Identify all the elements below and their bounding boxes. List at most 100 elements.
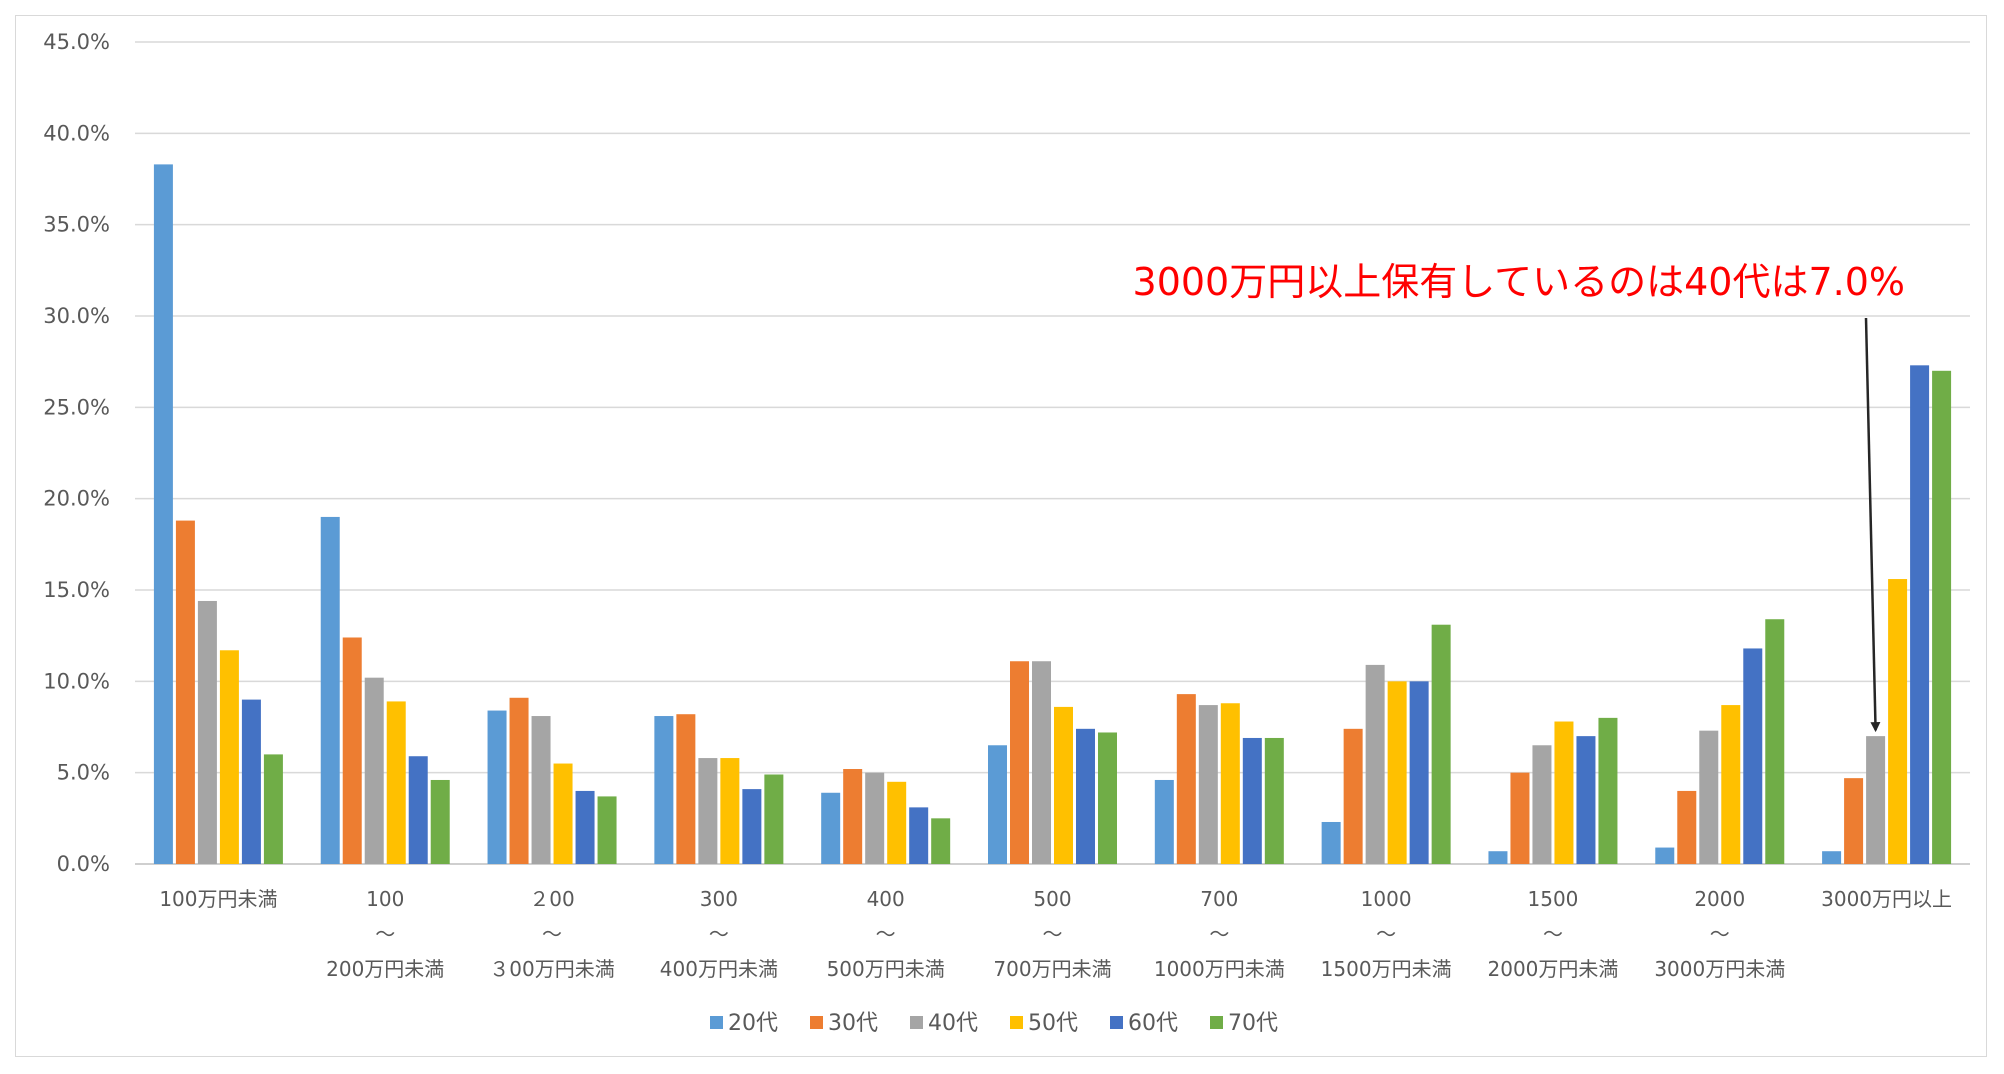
annotation: 3000万円以上保有しているのは40代は7.0% — [1133, 260, 1905, 733]
bar — [1242, 737, 1262, 864]
x-axis-category-labels: 100万円未満 100 ～ 200万円未満 ２00 ～ ３00万円未満 300 ～ 400万円未満… — [159, 887, 1952, 981]
bar — [408, 756, 428, 864]
x-category-label: 2000 — [1694, 887, 1745, 911]
bar — [887, 781, 907, 864]
bar — [553, 763, 573, 864]
y-tick-label: 20.0% — [43, 487, 110, 511]
legend-swatch — [710, 1016, 723, 1029]
x-category-label: 400 — [867, 887, 905, 911]
x-category-label: ～ — [1376, 922, 1396, 946]
x-category-label: 3000万円以上 — [1821, 887, 1952, 911]
gridlines — [135, 41, 1970, 865]
bar — [1554, 721, 1574, 864]
bar — [487, 710, 507, 864]
x-category-label: ～ — [542, 922, 562, 946]
x-category-label: ～ — [1543, 922, 1563, 946]
y-tick-label: 25.0% — [43, 395, 110, 419]
bar — [509, 697, 529, 864]
bar — [843, 769, 863, 864]
bar — [241, 699, 261, 864]
bar — [575, 790, 595, 864]
bars — [153, 164, 1952, 865]
bar — [1321, 821, 1341, 864]
bar — [364, 677, 384, 864]
bar — [676, 714, 696, 864]
x-category-label: 300 — [700, 887, 738, 911]
x-category-label: 500万円未満 — [827, 957, 945, 981]
bar — [1365, 664, 1385, 864]
x-category-label: ～ — [1710, 922, 1730, 946]
y-axis-tick-labels: 0.0% 5.0% 10.0% 15.0% 20.0% 25.0% 30.0% 35.0% 40… — [43, 30, 110, 876]
x-category-label: 1000万円未満 — [1154, 957, 1285, 981]
bar — [1532, 745, 1552, 864]
annotation-text: 3000万円以上保有しているのは40代は7.0% — [1133, 260, 1905, 304]
bar — [1932, 370, 1952, 864]
bar — [764, 774, 784, 864]
bar — [1010, 661, 1029, 864]
legend-swatch — [910, 1016, 923, 1029]
bar — [386, 701, 406, 864]
bar — [742, 789, 762, 864]
bar — [1154, 779, 1174, 864]
x-category-label: 700 — [1200, 887, 1238, 911]
legend-label: 70代 — [1228, 1011, 1278, 1036]
bar — [1765, 619, 1785, 864]
bar — [1387, 681, 1407, 864]
bar — [1576, 736, 1596, 864]
bar — [1032, 661, 1051, 864]
legend-label: 20代 — [728, 1011, 778, 1036]
bar — [1822, 851, 1842, 864]
x-category-label: ～ — [709, 922, 729, 946]
annotation-arrow — [1864, 317, 1881, 733]
bar — [1655, 847, 1675, 864]
x-category-label: 100 — [366, 887, 404, 911]
x-category-label: 100万円未満 — [159, 887, 277, 911]
x-category-label: 1500 — [1528, 887, 1579, 911]
bar — [197, 600, 217, 864]
bar — [1431, 624, 1451, 864]
x-category-label: 200万円未満 — [326, 957, 444, 981]
bar — [931, 818, 951, 864]
bar — [1220, 703, 1240, 864]
y-tick-label: 0.0% — [57, 852, 110, 876]
bar — [320, 516, 340, 864]
x-category-label: 700万円未満 — [993, 957, 1111, 981]
bar — [1699, 730, 1719, 864]
bar — [1264, 737, 1284, 864]
bar — [1743, 648, 1763, 864]
y-tick-label: 40.0% — [43, 121, 110, 145]
bar — [1076, 728, 1095, 864]
x-category-label: ～ — [1209, 922, 1229, 946]
x-category-label: 400万円未満 — [660, 957, 778, 981]
bar — [654, 716, 674, 864]
bar — [1677, 790, 1697, 864]
bar — [698, 758, 718, 864]
x-category-label: 1000 — [1361, 887, 1412, 911]
legend-swatch — [1010, 1016, 1023, 1029]
legend-swatch — [810, 1016, 823, 1029]
bar — [720, 758, 740, 864]
bar — [988, 745, 1007, 864]
x-category-label: ３00万円未満 — [489, 957, 614, 981]
bar — [1409, 681, 1429, 864]
y-tick-label: 15.0% — [43, 578, 110, 602]
bar — [1488, 851, 1508, 864]
bar — [909, 807, 929, 864]
bar — [1598, 717, 1618, 864]
legend-swatch — [1110, 1016, 1123, 1029]
x-category-label: 3000万円未満 — [1654, 957, 1785, 981]
y-tick-label: 10.0% — [43, 669, 110, 693]
bar — [153, 164, 173, 865]
bar — [1343, 728, 1363, 864]
x-category-label: 2000万円未満 — [1488, 957, 1619, 981]
y-tick-label: 5.0% — [57, 761, 110, 785]
bar — [821, 792, 841, 864]
bar — [263, 754, 283, 864]
bar — [1721, 705, 1741, 864]
bar — [342, 637, 362, 864]
bar — [1510, 772, 1530, 864]
bar — [430, 779, 450, 864]
x-category-label: 1500万円未満 — [1321, 957, 1452, 981]
bar — [1866, 736, 1886, 864]
